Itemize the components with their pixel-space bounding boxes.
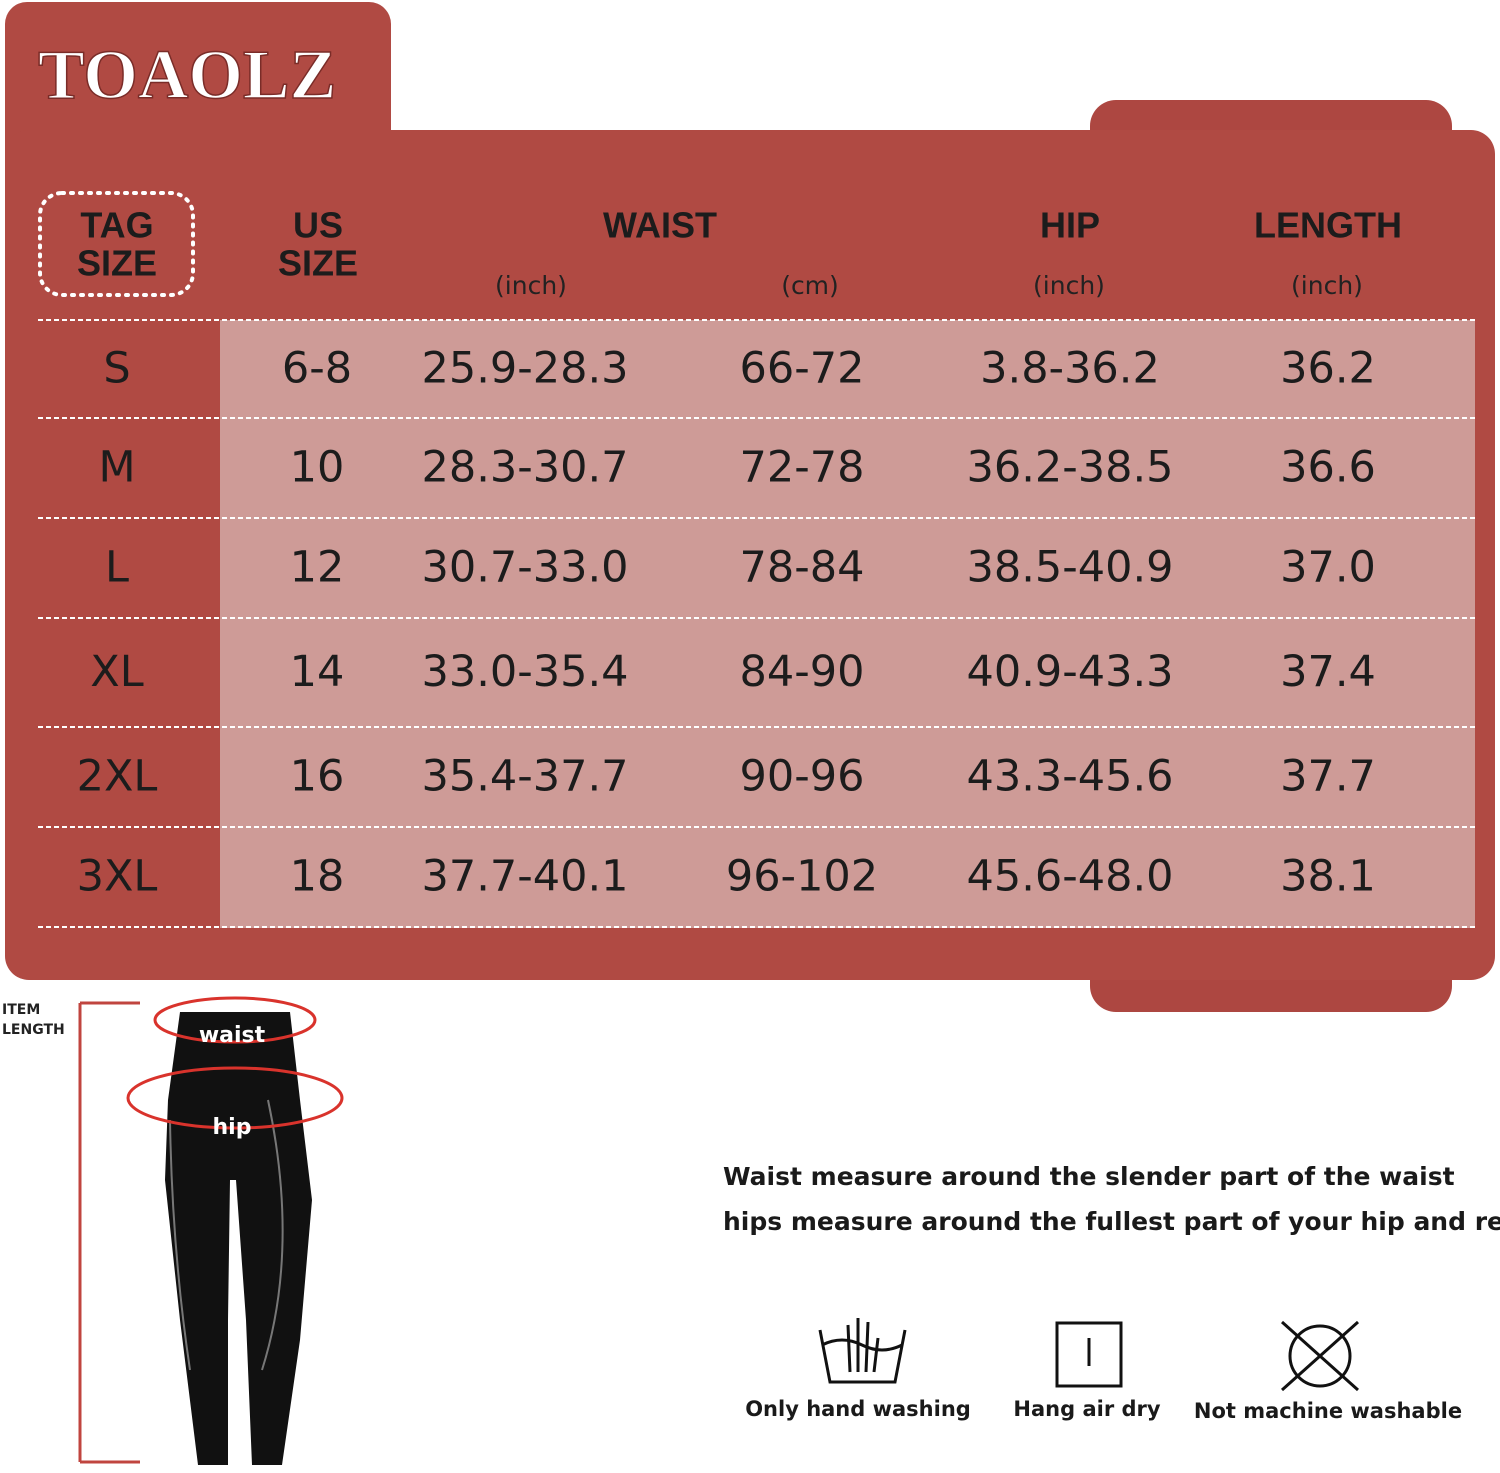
table-cell: 40.9-43.3 xyxy=(966,647,1173,697)
table-cell: XL xyxy=(90,647,143,697)
unit-label: (inch) xyxy=(1033,271,1105,300)
table-cell: 10 xyxy=(290,443,345,493)
header: US xyxy=(293,205,343,246)
table-cell: 36.6 xyxy=(1280,443,1376,493)
header: WAIST xyxy=(603,205,717,246)
table-cell: 66-72 xyxy=(740,344,865,394)
table-cell: 18 xyxy=(290,852,345,902)
table-cell: 6-8 xyxy=(282,344,352,394)
table-cell: 2XL xyxy=(77,752,158,802)
unit-label: (inch) xyxy=(495,271,567,300)
table-cell: L xyxy=(105,543,129,593)
table-cell: 3XL xyxy=(77,852,158,902)
care-label: Only hand washing xyxy=(745,1397,971,1421)
table-cell: 37.4 xyxy=(1280,647,1376,697)
table-cell: 38.1 xyxy=(1280,852,1376,902)
table-cell: 3.8-36.2 xyxy=(980,344,1160,394)
care-icons xyxy=(818,1318,1360,1392)
table-cell: 43.3-45.6 xyxy=(966,752,1173,802)
table-cell: 25.9-28.3 xyxy=(421,344,628,394)
table-cell: 12 xyxy=(290,543,345,593)
table-cell: 14 xyxy=(290,647,345,697)
table-cell: 35.4-37.7 xyxy=(421,752,628,802)
brand: TOAOLZ xyxy=(38,37,336,114)
unit-label: (inch) xyxy=(1291,271,1363,300)
table-cell: 36.2-38.5 xyxy=(966,443,1173,493)
table-cell: 78-84 xyxy=(740,543,865,593)
waist-label: waist xyxy=(199,1023,266,1048)
table-cell: 90-96 xyxy=(740,752,865,802)
item-length-label: ITEM xyxy=(2,1002,40,1018)
table-cell: S xyxy=(103,344,130,394)
header: SIZE xyxy=(77,243,157,284)
header: LENGTH xyxy=(1254,205,1402,246)
table-cell: 30.7-33.0 xyxy=(421,543,628,593)
table-cell: 84-90 xyxy=(740,647,865,697)
table-cell: 28.3-30.7 xyxy=(421,443,628,493)
table-cell: 72-78 xyxy=(740,443,865,493)
background xyxy=(5,2,1495,1012)
unit-label: (cm) xyxy=(781,271,839,300)
table-cell: 37.7 xyxy=(1280,752,1376,802)
item-length-label: LENGTH xyxy=(2,1022,65,1038)
note: Waist measure around the slender part of… xyxy=(723,1162,1455,1191)
table-cell: 37.0 xyxy=(1280,543,1376,593)
leggings-diagram xyxy=(78,996,344,1465)
header: HIP xyxy=(1040,205,1100,246)
table-cell: 38.5-40.9 xyxy=(966,543,1173,593)
table-cell: 45.6-48.0 xyxy=(966,852,1173,902)
note: hips measure around the fullest part of … xyxy=(723,1207,1500,1236)
care-label: Not machine washable xyxy=(1194,1399,1462,1423)
table-cell: 37.7-40.1 xyxy=(421,852,628,902)
header: SIZE xyxy=(278,243,358,284)
tag-frame xyxy=(38,191,195,297)
table-cell: 33.0-35.4 xyxy=(421,647,628,697)
hip-label: hip xyxy=(213,1115,252,1140)
table-cell: M xyxy=(98,443,135,493)
table-cell: 96-102 xyxy=(726,852,878,902)
header: TAG xyxy=(80,205,153,246)
table-cell: 36.2 xyxy=(1280,344,1376,394)
care-label: Hang air dry xyxy=(1013,1397,1160,1421)
table-cell: 16 xyxy=(290,752,345,802)
